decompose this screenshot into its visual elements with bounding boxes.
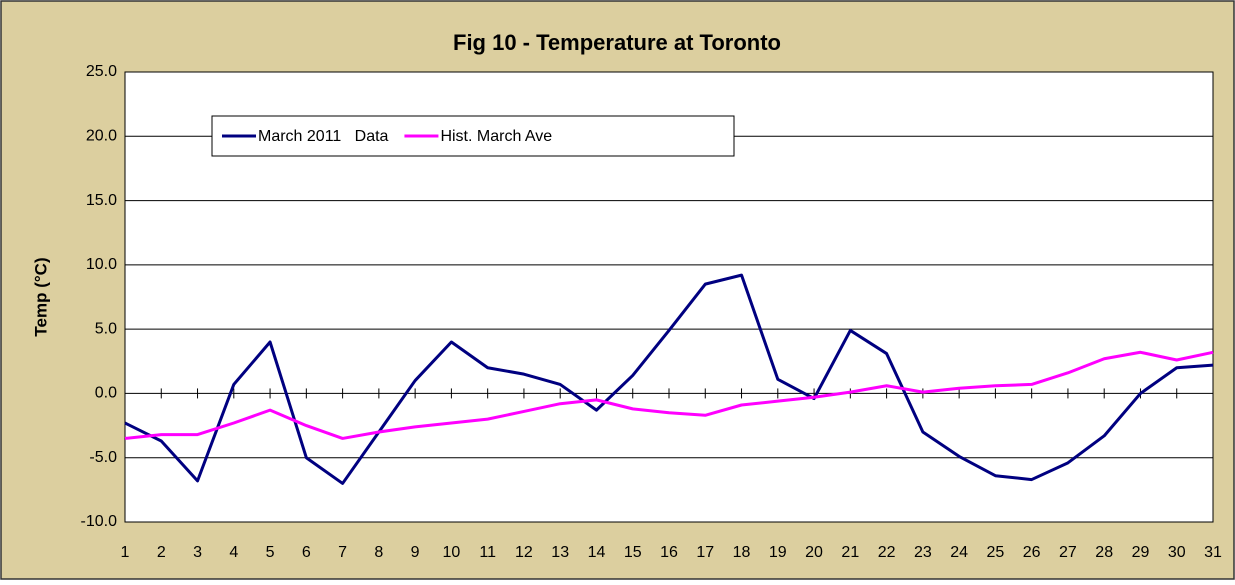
x-tick-label: 6 <box>302 544 311 561</box>
x-tick-label: 13 <box>551 544 569 561</box>
series-line <box>124 350 1214 440</box>
y-axis-label: Temp (°C) <box>31 257 50 336</box>
x-tick-label: 24 <box>950 544 968 561</box>
legend-label: March 2011 Data <box>258 128 389 145</box>
x-tick-label: 25 <box>987 544 1005 561</box>
x-tick-label: 23 <box>914 544 932 561</box>
x-tick-label: 1 <box>121 544 130 561</box>
y-tick-label: -5.0 <box>89 449 117 466</box>
x-tick-label: 26 <box>1023 544 1041 561</box>
x-tick-label: 31 <box>1204 544 1222 561</box>
x-tick-label: 12 <box>515 544 533 561</box>
series-line <box>124 273 1214 485</box>
x-tick-label: 20 <box>805 544 823 561</box>
legend: March 2011 Data Hist. March Ave <box>211 115 735 157</box>
x-tick-label: 8 <box>374 544 383 561</box>
x-tick-label: 19 <box>769 544 787 561</box>
y-tick-label: -10.0 <box>81 513 118 530</box>
x-tick-label: 28 <box>1095 544 1113 561</box>
x-tick-label: 2 <box>157 544 166 561</box>
x-tick-label: 22 <box>878 544 896 561</box>
x-tick-label: 3 <box>193 544 202 561</box>
legend-box <box>211 115 735 157</box>
series-lines <box>124 273 1214 485</box>
x-tick-label: 11 <box>479 544 496 561</box>
y-tick-label: 0.0 <box>95 385 117 402</box>
x-tick-label: 30 <box>1168 544 1186 561</box>
x-tick-label: 10 <box>443 544 461 561</box>
y-tick-label: 20.0 <box>86 128 117 145</box>
grid: -10.0-5.00.05.010.015.020.025.01 2 3 4 5 6 7 8 9… <box>81 63 1222 561</box>
x-tick-label: 7 <box>338 544 347 561</box>
y-tick-label: 5.0 <box>95 320 117 337</box>
y-tick-label: 25.0 <box>86 63 117 80</box>
x-tick-label: 5 <box>266 544 275 561</box>
y-tick-label: 15.0 <box>86 192 117 209</box>
chart-title: Fig 10 - Temperature at Toronto <box>453 30 781 55</box>
legend-label: Hist. March Ave <box>440 128 552 145</box>
x-tick-label: 21 <box>841 544 859 561</box>
x-tick-label: 4 <box>229 544 238 561</box>
y-tick-label: 10.0 <box>86 256 117 273</box>
x-tick-label: 27 <box>1059 544 1077 561</box>
x-tick-label: 14 <box>588 544 606 561</box>
x-tick-label: 16 <box>660 544 678 561</box>
x-tick-label: 29 <box>1132 544 1150 561</box>
x-tick-label: 18 <box>733 544 751 561</box>
x-tick-label: 15 <box>624 544 642 561</box>
x-tick-label: 9 <box>411 544 420 561</box>
x-tick-label: 17 <box>696 544 714 561</box>
